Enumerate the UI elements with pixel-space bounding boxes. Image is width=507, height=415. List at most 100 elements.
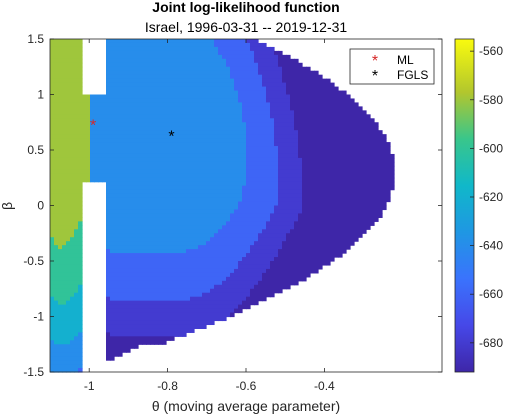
- contour-cell: [278, 177, 283, 183]
- contour-cell: [258, 110, 263, 115]
- contour-cell: [210, 46, 215, 52]
- contour-cell: [218, 102, 223, 107]
- contour-cell: [154, 74, 159, 80]
- contour-cell: [262, 66, 267, 72]
- contour-cell: [70, 312, 75, 318]
- contour-cell: [282, 153, 287, 159]
- contour-cell: [218, 253, 223, 258]
- contour-cell: [262, 106, 267, 111]
- contour-cell: [342, 229, 347, 234]
- contour-cell: [282, 257, 287, 262]
- contour-cell: [154, 98, 159, 104]
- contour-cell: [246, 90, 251, 96]
- contour-cell: [206, 66, 211, 72]
- contour-cell: [206, 316, 211, 322]
- contour-cell: [58, 320, 63, 326]
- contour-cell: [114, 122, 119, 127]
- contour-cell: [66, 264, 71, 270]
- contour-cell: [174, 237, 179, 242]
- contour-cell: [174, 153, 179, 159]
- contour-cell: [314, 173, 319, 179]
- contour-cell: [318, 237, 323, 242]
- contour-cell: [326, 241, 331, 246]
- contour-cell: [58, 122, 63, 127]
- contour-cell: [166, 300, 171, 306]
- contour-cell: [218, 62, 223, 68]
- contour-cell: [238, 237, 243, 242]
- contour-cell: [74, 229, 79, 234]
- contour-cell: [362, 185, 367, 191]
- contour-cell: [190, 146, 195, 151]
- contour-cell: [314, 245, 319, 250]
- contour-cell: [214, 98, 219, 104]
- contour-cell: [106, 54, 111, 60]
- contour-cell: [354, 209, 359, 215]
- contour-cell: [202, 284, 207, 290]
- contour-cell: [222, 90, 227, 96]
- contour-cell: [122, 42, 127, 48]
- contour-cell: [118, 300, 123, 306]
- contour-cell: [54, 118, 59, 123]
- contour-cell: [306, 153, 311, 159]
- contour-cell: [214, 122, 219, 127]
- contour-cell: [226, 181, 231, 187]
- contour-cell: [150, 233, 155, 238]
- contour-cell: [278, 90, 283, 96]
- contour-cell: [250, 193, 255, 199]
- contour-cell: [286, 225, 291, 230]
- contour-cell: [186, 264, 191, 270]
- contour-cell: [274, 50, 279, 56]
- contour-cell: [202, 146, 207, 151]
- contour-cell: [198, 54, 203, 60]
- contour-cell: [90, 134, 95, 139]
- contour-cell: [134, 237, 139, 242]
- contour-cell: [214, 300, 219, 306]
- contour-cell: [306, 197, 311, 203]
- contour-cell: [294, 193, 299, 199]
- contour-cell: [166, 102, 171, 107]
- contour-cell: [350, 213, 355, 218]
- contour-cell: [114, 332, 119, 337]
- contour-cell: [214, 177, 219, 183]
- contour-cell: [282, 201, 287, 207]
- contour-cell: [350, 241, 355, 246]
- contour-cell: [278, 118, 283, 123]
- contour-cell: [70, 142, 75, 147]
- contour-cell: [138, 237, 143, 242]
- contour-cell: [310, 138, 315, 143]
- contour-cell: [286, 134, 291, 139]
- contour-cell: [238, 118, 243, 123]
- contour-cell: [58, 142, 63, 147]
- contour-cell: [62, 126, 67, 131]
- contour-cell: [262, 78, 267, 84]
- contour-cell: [234, 126, 239, 131]
- contour-cell: [270, 173, 275, 179]
- contour-cell: [126, 209, 131, 215]
- contour-cell: [58, 70, 63, 76]
- contour-cell: [130, 304, 135, 310]
- contour-cell: [330, 134, 335, 139]
- contour-cell: [90, 142, 95, 147]
- contour-cell: [278, 237, 283, 242]
- contour-cell: [250, 122, 255, 127]
- contour-cell: [346, 150, 351, 155]
- contour-cell: [70, 328, 75, 333]
- contour-cell: [50, 288, 55, 294]
- contour-cell: [66, 364, 71, 369]
- contour-cell: [278, 169, 283, 175]
- contour-cell: [146, 82, 151, 88]
- contour-cell: [214, 288, 219, 294]
- contour-cell: [158, 213, 163, 218]
- contour-cell: [138, 114, 143, 119]
- contour-cell: [142, 272, 147, 278]
- contour-cell: [138, 336, 143, 341]
- contour-cell: [106, 261, 111, 266]
- contour-cell: [170, 118, 175, 123]
- contour-cell: [106, 304, 111, 310]
- contour-cell: [302, 189, 307, 195]
- contour-cell: [250, 157, 255, 163]
- contour-cell: [126, 245, 131, 250]
- contour-cell: [346, 233, 351, 238]
- contour-cell: [218, 142, 223, 147]
